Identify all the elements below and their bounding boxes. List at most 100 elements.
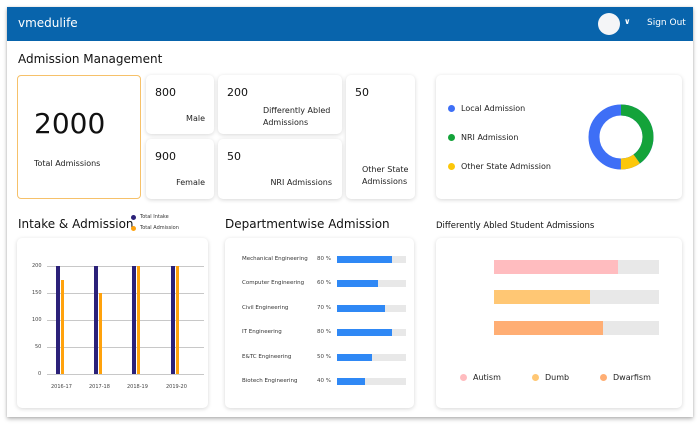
other-state-value: 50 <box>355 86 369 99</box>
y-tick: 50 <box>35 344 42 350</box>
differently-abled-value: 200 <box>227 86 248 99</box>
legend-local-admission: Local Admission <box>448 104 525 113</box>
gridline <box>47 347 204 348</box>
x-tick: 2019-20 <box>166 384 187 390</box>
progress-fill <box>337 378 365 385</box>
x-tick: 2018-19 <box>127 384 148 390</box>
legend-dot-icon <box>448 163 455 170</box>
male-card[interactable]: 800 Male <box>146 75 214 134</box>
chevron-down-icon[interactable]: ∨ <box>624 17 631 26</box>
bar-intake-2019-20 <box>171 266 175 374</box>
intake-title: Intake & Admission <box>18 217 134 231</box>
progress-fill <box>337 329 393 336</box>
progress-track <box>337 378 406 385</box>
female-card[interactable]: 900 Female <box>146 139 214 199</box>
differently-abled-card-chart: Autism Dumb Dwarfism <box>436 238 682 408</box>
dept-row-biotech: Biotech Engineering 40 % <box>225 377 415 387</box>
bar-admission-2019-20 <box>176 266 179 374</box>
female-label: Female <box>176 178 205 187</box>
bar-admission-2016-17 <box>61 280 64 374</box>
total-admissions-card[interactable]: 2000 Total Admissions <box>17 75 141 199</box>
brand-logo[interactable]: vmedulife <box>18 16 78 30</box>
legend-dumb: Dumb <box>532 373 569 382</box>
progress-fill <box>337 280 379 287</box>
legend-other-state-admission: Other State Admission <box>448 162 551 171</box>
gridline <box>47 266 204 267</box>
y-tick: 0 <box>38 371 42 377</box>
bar-admission-2017-18 <box>99 293 102 374</box>
departments-card: Mechanical Engineering 80 % Computer Eng… <box>225 238 414 408</box>
dept-name: E&TC Engineering <box>242 354 292 360</box>
x-tick: 2017-18 <box>89 384 110 390</box>
legend-label: NRI Admission <box>461 133 519 142</box>
dwarfism-bar <box>494 321 603 335</box>
dept-pct: 50 % <box>317 354 331 360</box>
legend-label: Autism <box>473 373 501 382</box>
dept-row-it: IT Engineering 80 % <box>225 328 415 338</box>
legend-dot-icon <box>460 374 467 381</box>
user-avatar[interactable] <box>598 13 620 35</box>
progress-track <box>337 305 406 312</box>
dept-row-mechanical: Mechanical Engineering 80 % <box>225 255 415 265</box>
male-label: Male <box>186 114 205 123</box>
dept-pct: 80 % <box>317 256 331 262</box>
other-state-label-2: Admissions <box>362 177 408 186</box>
legend-dot-icon <box>131 214 136 220</box>
legend-label: Dumb <box>545 373 570 382</box>
y-tick: 100 <box>32 317 42 323</box>
departments-title: Departmentwise Admission <box>225 217 390 231</box>
legend-dot-icon <box>600 374 607 381</box>
dept-name: Computer Engineering <box>242 280 305 286</box>
nri-label: NRI Admissions <box>270 178 332 187</box>
dept-row-entc: E&TC Engineering 50 % <box>225 353 415 363</box>
total-admissions-value: 2000 <box>34 107 106 140</box>
progress-fill <box>337 305 386 312</box>
differently-abled-card[interactable]: 200 Differently Abled Admissions <box>218 75 342 134</box>
autism-bar <box>494 260 618 274</box>
dept-name: IT Engineering <box>242 329 282 335</box>
admission-donut-chart <box>588 104 654 170</box>
dept-pct: 80 % <box>317 329 331 335</box>
sign-out-link[interactable]: Sign Out <box>647 18 686 28</box>
legend-dot-icon <box>448 134 455 141</box>
dept-name: Civil Engineering <box>242 305 289 311</box>
page-title: Admission Management <box>18 52 163 66</box>
dept-name: Biotech Engineering <box>242 378 298 384</box>
legend-dot-icon <box>448 105 455 112</box>
legend-dwarfism: Dwarfism <box>600 373 651 382</box>
bar-intake-2017-18 <box>94 266 98 374</box>
gridline <box>47 293 204 294</box>
legend-total-intake: Total Intake <box>131 214 169 220</box>
autism-track <box>494 260 659 274</box>
admission-donut-card: Local Admission NRI Admission Other Stat… <box>436 75 682 199</box>
bar-admission-2018-19 <box>137 266 140 374</box>
legend-label: Total Intake <box>140 214 169 220</box>
progress-track <box>337 329 406 336</box>
dept-name: Mechanical Engineering <box>242 256 308 262</box>
legend-autism: Autism <box>460 373 501 382</box>
legend-dot-icon <box>532 374 539 381</box>
nri-value: 50 <box>227 150 241 163</box>
top-bar: vmedulife ∨ Sign Out <box>7 7 693 41</box>
legend-label: Other State Admission <box>461 162 551 171</box>
progress-track <box>337 354 406 361</box>
legend-label: Dwarfism <box>613 373 651 382</box>
bar-intake-2018-19 <box>132 266 136 374</box>
progress-track <box>337 256 406 263</box>
legend-label: Total Admission <box>140 225 179 231</box>
dept-row-computer: Computer Engineering 60 % <box>225 279 415 289</box>
dept-pct: 40 % <box>317 378 331 384</box>
male-value: 800 <box>155 86 176 99</box>
female-value: 900 <box>155 150 176 163</box>
legend-dot-icon <box>131 225 136 231</box>
gridline <box>47 320 204 321</box>
intake-chart-card: 200 150 100 50 0 2016-17 2017-18 2018-19… <box>17 238 208 408</box>
y-tick: 200 <box>32 263 42 269</box>
dept-row-civil: Civil Engineering 70 % <box>225 304 415 314</box>
nri-card[interactable]: 50 NRI Admissions <box>218 139 342 199</box>
legend-nri-admission: NRI Admission <box>448 133 518 142</box>
other-state-label-1: Other State <box>362 165 409 174</box>
other-state-card[interactable]: 50 Other State Admissions <box>346 75 415 199</box>
progress-track <box>337 280 406 287</box>
differently-abled-label-1: Differently Abled <box>263 106 331 115</box>
